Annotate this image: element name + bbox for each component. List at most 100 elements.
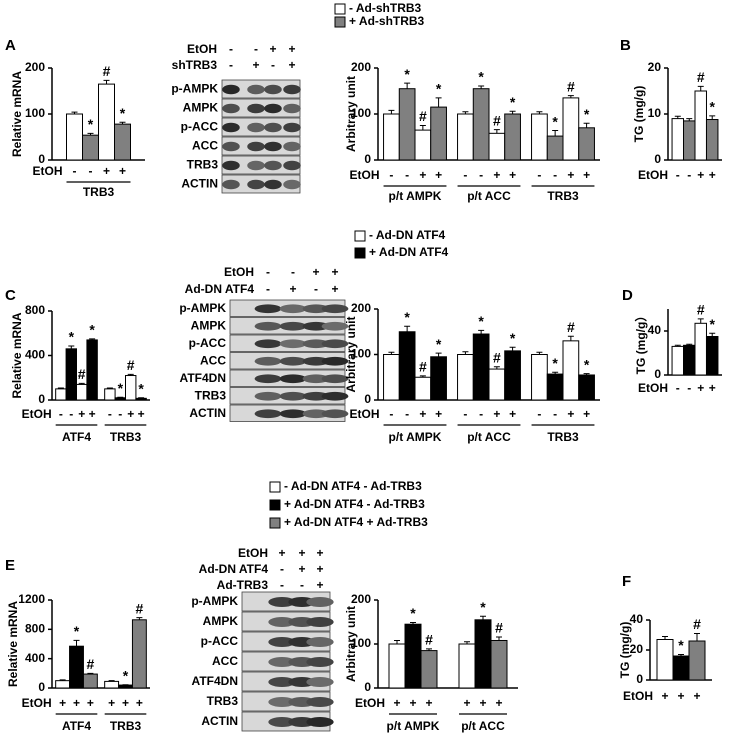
- blot-row-label: ACTIN: [201, 714, 238, 728]
- legend-swatch: [334, 3, 346, 15]
- etoh-sign: +: [59, 696, 66, 710]
- etoh-sign: -: [676, 381, 680, 395]
- error-bar: [583, 122, 590, 128]
- annotation: #: [103, 63, 111, 79]
- annotation: *: [584, 106, 590, 122]
- y-tick-label: 200: [351, 60, 371, 74]
- bar: [457, 354, 474, 401]
- bar: [458, 643, 476, 689]
- y-tick-label: 400: [25, 651, 45, 665]
- bar: [656, 639, 674, 681]
- blot-band: [222, 122, 240, 133]
- condition-sign: -: [266, 282, 270, 296]
- etoh-sign: +: [103, 164, 110, 178]
- blot-row-label: p-ACC: [189, 336, 227, 350]
- bar: [546, 373, 564, 401]
- bar: [694, 322, 707, 376]
- error-bar: [73, 639, 80, 647]
- etoh-sign: +: [419, 407, 426, 421]
- bar: [420, 650, 438, 689]
- blot-band: [268, 637, 296, 647]
- y-tick-label: 0: [364, 392, 371, 406]
- error-bar: [536, 111, 543, 114]
- blot-band: [321, 321, 349, 331]
- etoh-sign: -: [687, 168, 691, 182]
- error-bar: [678, 654, 684, 656]
- y-tick-label: 100: [351, 106, 371, 120]
- group-label: TRB3: [547, 430, 579, 444]
- etoh-sign: +: [419, 168, 426, 182]
- condition-label: Ad-TRB3: [217, 578, 269, 592]
- y-tick-label: 0: [38, 152, 45, 166]
- blot-band: [306, 677, 334, 687]
- condition-sign: +: [312, 265, 319, 279]
- error-bar: [108, 680, 115, 682]
- blot-band: [302, 374, 330, 384]
- etoh-sign: +: [567, 407, 574, 421]
- condition-sign: +: [331, 265, 338, 279]
- annotation: *: [678, 637, 684, 653]
- bar: [98, 83, 115, 161]
- blot-band: [279, 374, 307, 384]
- blot-row-label: AMPK: [203, 614, 239, 628]
- etoh-sign: -: [389, 407, 393, 421]
- etoh-sign: +: [435, 407, 442, 421]
- blot-band: [254, 304, 282, 314]
- bar: [383, 113, 400, 161]
- condition-label: shTRB3: [172, 58, 218, 72]
- y-tick-label: 10: [648, 106, 662, 120]
- annotation: #: [567, 78, 575, 94]
- blot-band: [321, 409, 349, 419]
- legend-swatch: [269, 517, 281, 529]
- blot-band: [302, 391, 330, 401]
- annotation: *: [478, 313, 484, 329]
- condition-sign: -: [254, 42, 258, 56]
- etoh-sign: -: [118, 407, 122, 421]
- bar: [430, 356, 447, 401]
- annotation: #: [697, 302, 705, 318]
- error-bar: [509, 346, 516, 351]
- condition-sign: -: [300, 578, 304, 592]
- bar: [65, 348, 78, 401]
- condition-sign: +: [298, 562, 305, 576]
- error-bar: [662, 636, 668, 640]
- annotation: *: [120, 105, 126, 121]
- bar: [398, 88, 416, 161]
- group-label: TRB3: [547, 189, 579, 203]
- etoh-sign: -: [89, 164, 93, 178]
- blot-band: [264, 122, 282, 133]
- bar: [683, 120, 696, 161]
- blot-band: [279, 304, 307, 314]
- blot-band: [254, 356, 282, 366]
- legend-label: - Ad-DN ATF4 - Ad-TRB3: [284, 479, 422, 493]
- bar: [118, 684, 133, 689]
- annotation: *: [404, 66, 410, 82]
- annotation: #: [697, 69, 705, 85]
- bar: [472, 88, 490, 161]
- error-bar: [686, 118, 693, 121]
- error-bar: [410, 621, 416, 625]
- bar: [683, 344, 696, 376]
- blot-band: [268, 597, 296, 607]
- etoh-label: EtOH: [350, 407, 380, 421]
- bar: [125, 375, 137, 401]
- error-bar: [103, 79, 110, 85]
- error-bar: [478, 85, 485, 89]
- blot-row-label: ATF4DN: [180, 371, 226, 385]
- annotation: *: [436, 81, 442, 97]
- panel-label: B: [620, 37, 631, 54]
- etoh-label: EtOH: [623, 689, 653, 703]
- annotation: *: [74, 623, 80, 639]
- condition-sign: -: [229, 58, 233, 72]
- annotation: *: [510, 94, 516, 110]
- error-bar: [89, 338, 96, 340]
- error-bar: [138, 397, 145, 399]
- bar: [82, 134, 99, 161]
- blot-band: [279, 339, 307, 349]
- group-label: TRB3: [110, 430, 142, 444]
- blot-band: [283, 141, 301, 152]
- etoh-label: EtOH: [638, 381, 668, 395]
- error-bar: [136, 617, 143, 620]
- error-bar: [57, 387, 64, 389]
- etoh-sign: +: [493, 168, 500, 182]
